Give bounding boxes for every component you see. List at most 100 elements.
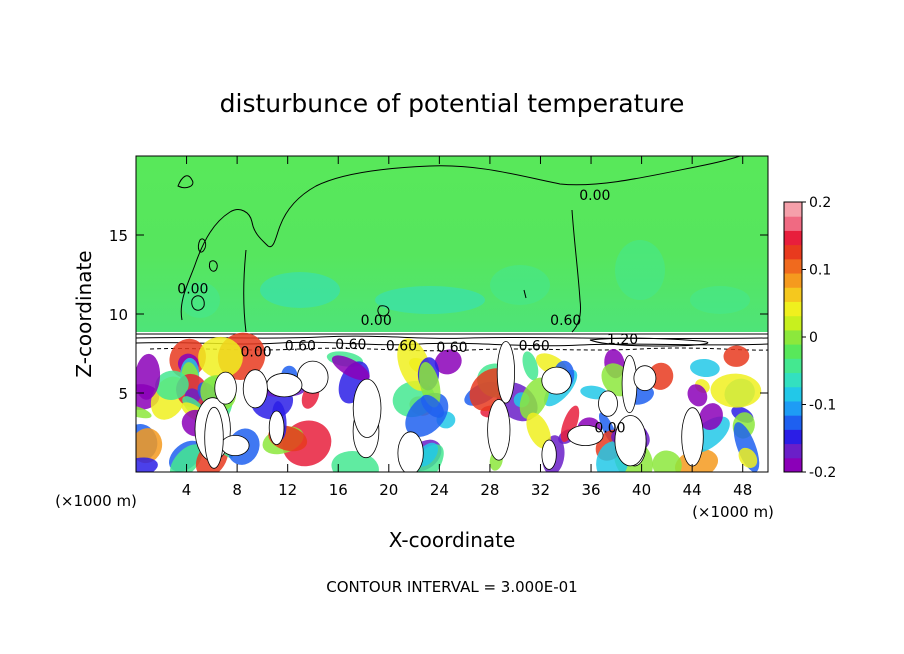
x-tick-label: 16	[329, 481, 348, 499]
eddy-patch	[434, 349, 462, 375]
chart-title: disturbunce of potential temperature	[220, 89, 685, 118]
colorbar-swatch	[784, 230, 802, 246]
colorbar-swatch	[784, 258, 802, 274]
eddy-patch	[331, 451, 379, 472]
contour-label: 0.00	[240, 345, 271, 361]
eddy-patch	[331, 355, 370, 381]
eddy-patch	[526, 412, 551, 449]
eddy-patch	[519, 377, 550, 420]
x-tick-label: 36	[581, 481, 600, 499]
eddy-core	[266, 372, 303, 398]
eddy-core	[242, 369, 268, 409]
eddy-core	[496, 341, 515, 404]
upper-contours	[177, 156, 741, 333]
eddy-patch	[155, 370, 189, 400]
plot-area	[136, 156, 768, 472]
x-tick-label: 40	[632, 481, 651, 499]
colorbar: 0.2 0.1 0 -0.1 -0.2	[783, 195, 836, 481]
eddy-patch	[136, 428, 163, 464]
x-tick-label: 32	[531, 481, 550, 499]
contour-label: 0.60	[386, 338, 417, 354]
x-ticks: 4 8 12 16 20 24 28 32 36 40 44 48	[182, 156, 752, 499]
eddy-core	[541, 439, 557, 470]
eddy-core	[352, 378, 382, 438]
eddy-patch	[136, 457, 158, 472]
eddy-core	[633, 365, 657, 392]
x-tick-label: 24	[430, 481, 449, 499]
colorbar-swatch	[784, 386, 802, 402]
eddy-core	[541, 366, 572, 395]
eddy-patch	[522, 351, 539, 381]
y-axis-label: Z-coordinate	[72, 250, 96, 377]
turbulent-eddies	[136, 332, 762, 472]
eddy-patch	[560, 405, 580, 442]
colorbar-tick-label: 0	[809, 330, 818, 346]
contour-label: 0.60	[519, 338, 550, 354]
contour-labels: 0.000.00 0.600.60 0.60 0.60 0.60 0.60 1.200.00…	[177, 188, 638, 436]
x-tick-label: 28	[480, 481, 499, 499]
colorbar-tick-label: 0.1	[809, 263, 831, 279]
y-ticks: 5 10 15	[109, 227, 768, 403]
contour-label: 0.00	[361, 313, 392, 329]
contour-label: 0.00	[594, 421, 625, 437]
z-unit-label: (×1000 m)	[55, 492, 137, 510]
x-tick-label: 20	[379, 481, 398, 499]
colorbar-swatch	[784, 329, 802, 345]
colorbar-swatch	[784, 202, 802, 217]
eddy-core	[614, 415, 647, 467]
contour-label: 0.00	[177, 281, 208, 297]
eddy-patch	[687, 384, 708, 407]
eddy-core	[397, 431, 424, 472]
y-tick-label: 5	[118, 385, 128, 403]
y-tick-label: 10	[109, 306, 128, 324]
colorbar-tick-label: -0.1	[809, 398, 836, 414]
colorbar-swatch	[784, 429, 802, 445]
x-tick-label: 48	[733, 481, 752, 499]
colorbar-swatch	[784, 216, 802, 231]
colorbar-tick-label: 0.2	[809, 195, 831, 211]
colorbar-swatch	[784, 344, 802, 359]
x-tick-label: 12	[278, 481, 297, 499]
x-unit-label: (×1000 m)	[692, 503, 774, 521]
eddy-patch	[699, 403, 723, 431]
eddy-core	[487, 399, 511, 461]
colorbar-swatch	[784, 301, 802, 317]
contour-interval-note: CONTOUR INTERVAL = 3.000E-01	[326, 578, 577, 596]
colorbar-swatch	[784, 443, 802, 459]
eddy-core	[598, 390, 618, 417]
eddy-core	[681, 407, 704, 467]
colorbar-swatch	[784, 415, 802, 430]
colorbar-swatch	[784, 273, 802, 288]
x-tick-label: 4	[182, 481, 192, 499]
eddy-core	[204, 406, 224, 469]
eddy-core	[268, 410, 285, 445]
colorbar-tick-label: -0.2	[809, 465, 836, 481]
colorbar-swatch	[784, 457, 802, 473]
colorbar-swatch	[784, 400, 802, 416]
x-tick-label: 8	[232, 481, 242, 499]
eddy-patch	[421, 394, 444, 418]
eddy-patch	[198, 336, 243, 379]
eddy-core	[567, 424, 604, 446]
eddy-patch	[690, 358, 720, 378]
colorbar-swatch	[784, 315, 802, 331]
eddy-core	[621, 355, 638, 414]
eddy-patch	[136, 353, 161, 400]
eddy-core	[220, 434, 250, 456]
eddy-patch	[723, 345, 750, 367]
contour-label: 0.60	[335, 337, 366, 353]
colorbar-swatch	[784, 358, 802, 374]
colorbar-swatch	[784, 287, 802, 302]
eddy-patch	[169, 444, 203, 472]
colorbar-swatch	[784, 244, 802, 260]
contour-label: 0.60	[285, 338, 316, 354]
eddy-patch	[738, 447, 758, 468]
eddy-core	[296, 360, 329, 394]
colorbar-swatch	[784, 372, 802, 388]
x-tick-label: 44	[683, 481, 702, 499]
contour-label: 1.20	[607, 332, 638, 348]
upper-layer-patches	[180, 240, 750, 318]
contour-label: 0.60	[550, 313, 581, 329]
eddy-core	[214, 371, 237, 405]
